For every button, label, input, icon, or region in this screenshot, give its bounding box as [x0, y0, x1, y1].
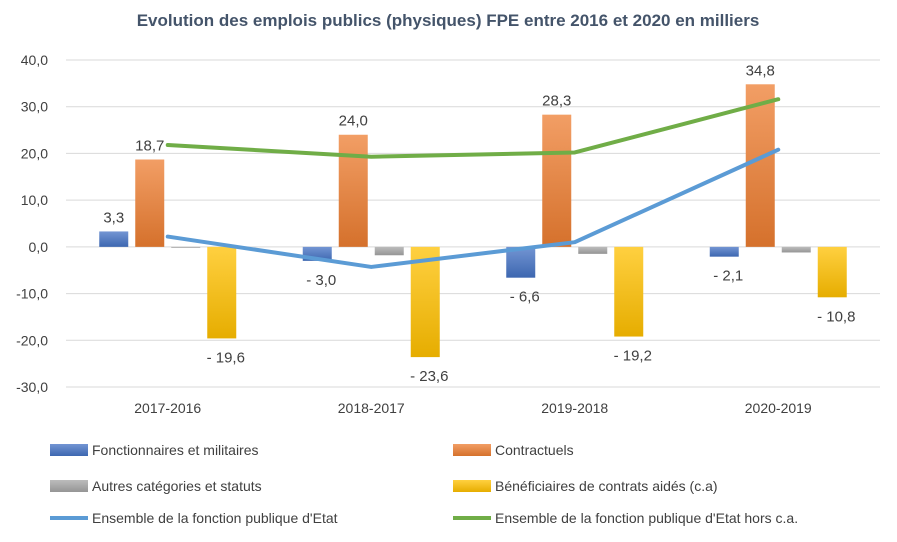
- bar: [99, 231, 129, 247]
- bar: [207, 246, 237, 339]
- lines-layer: [165, 97, 781, 269]
- bar: [817, 246, 847, 298]
- legend-swatch: [453, 480, 491, 492]
- y-tick-label: 0,0: [29, 239, 49, 255]
- x-tick-label: 2020-2019: [745, 400, 812, 416]
- y-tick-label: 30,0: [21, 99, 48, 115]
- data-label: - 19,2: [614, 348, 652, 365]
- bar: [135, 159, 165, 247]
- bar: [542, 114, 572, 247]
- data-label: 24,0: [339, 113, 368, 130]
- y-tick-label: -30,0: [16, 379, 48, 395]
- bar: [781, 246, 811, 253]
- data-label: - 6,6: [510, 289, 540, 306]
- legend-label: Contractuels: [495, 442, 574, 458]
- bar: [578, 246, 608, 254]
- y-tick-label: 10,0: [21, 192, 48, 208]
- legend-label: Ensemble de la fonction publique d'Etat …: [495, 510, 798, 526]
- series-line: [165, 147, 781, 269]
- grid-layer: 40,0 30,0 20,0 10,0 0,0 -10,0 -20,0 -30,0 2017-2…: [16, 52, 880, 416]
- series-line: [165, 97, 781, 159]
- data-label: - 2,1: [713, 268, 743, 285]
- legend: Fonctionnaires et militaires Contractuels…: [50, 442, 798, 526]
- legend-label: Ensemble de la fonction publique d'Etat: [92, 510, 338, 526]
- x-tick-label: 2017-2016: [134, 400, 201, 416]
- legend-label: Fonctionnaires et militaires: [92, 442, 259, 458]
- data-label: 18,7: [135, 138, 164, 155]
- bar: [709, 246, 739, 257]
- labels-layer: 3,3 18,7 - 19,6 - 3,0 24,0 - 23,6 - 6,6 28,3 - 1…: [103, 62, 855, 385]
- y-tick-label: 20,0: [21, 145, 48, 161]
- bar: [171, 246, 201, 248]
- chart-title: Evolution des emplois publics (physiques…: [137, 11, 760, 30]
- y-tick-label: -10,0: [16, 286, 48, 302]
- bar: [374, 246, 404, 256]
- y-tick-label: -20,0: [16, 332, 48, 348]
- data-label: - 10,8: [817, 308, 855, 325]
- bars-layer: [99, 84, 847, 358]
- y-tick-label: 40,0: [21, 52, 48, 68]
- x-tick-label: 2019-2018: [541, 400, 608, 416]
- bar: [745, 84, 775, 247]
- x-tick-label: 2018-2017: [338, 400, 405, 416]
- legend-swatch: [50, 444, 88, 456]
- bar: [410, 246, 440, 358]
- data-label: 34,8: [746, 62, 775, 79]
- bar: [614, 246, 644, 337]
- data-label: 3,3: [103, 209, 124, 226]
- bar: [338, 134, 368, 247]
- legend-label: Bénéficiaires de contrats aidés (c.a): [495, 478, 718, 494]
- data-label: 28,3: [542, 93, 571, 110]
- data-label: - 23,6: [410, 368, 448, 385]
- data-label: - 19,6: [207, 349, 245, 366]
- legend-swatch: [453, 444, 491, 456]
- legend-label: Autres catégories et statuts: [92, 478, 262, 494]
- legend-swatch: [50, 480, 88, 492]
- data-label: - 3,0: [306, 272, 336, 289]
- bar: [506, 246, 536, 278]
